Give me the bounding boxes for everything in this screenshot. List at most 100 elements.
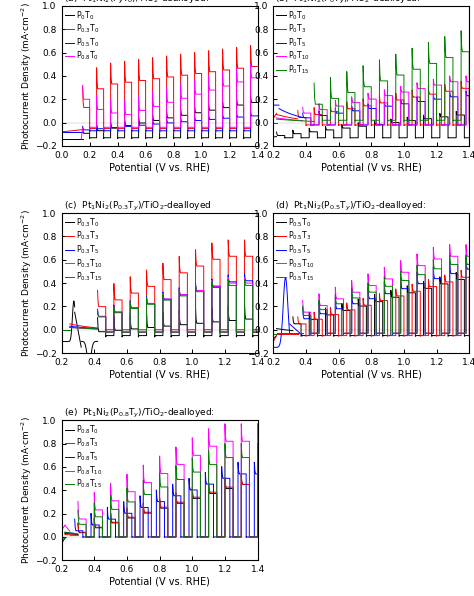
P$_{0.3}$T$_0$: [70, 306, 76, 313]
P$_0$T$_5$: [272, 101, 277, 108]
P$_{0.8}$T$_5$: [58, 538, 64, 545]
X-axis label: Potential (V vs. RHE): Potential (V vs. RHE): [321, 370, 422, 380]
P$_{0.3}$T$_0$: [60, 128, 66, 135]
P$_{0.8}$T$_0$: [58, 541, 64, 548]
P$_{0.5}$T$_{15}$: [271, 331, 276, 338]
P$_{0.5}$T$_5$: [273, 344, 279, 351]
P$_{0.8}$T$_0$: [57, 542, 63, 549]
P$_{0.5}$T$_5$: [266, 344, 272, 351]
P$_{0.3}$T$_0$: [62, 338, 68, 345]
P$_0$T$_3$: [269, 117, 274, 125]
P$_{0.8}$T$_5$: [61, 535, 67, 542]
P$_0$T$_0$: [271, 134, 276, 141]
P$_{0.5}$T$_{10}$: [273, 331, 279, 338]
P$_0$T$_{15}$: [267, 119, 273, 126]
P$_{0.5}$T$_5$: [280, 303, 286, 311]
P$_{0.8}$T$_{15}$: [57, 540, 63, 547]
P$_{0.5}$T$_5$: [272, 344, 278, 351]
P$_0$T$_0$: [69, 135, 75, 142]
P$_{0.5}$T$_0$: [74, 128, 80, 135]
P$_0$T$_5$: [267, 120, 273, 128]
P$_{0.3}$T$_0$: [79, 126, 84, 134]
P$_0$T$_0$: [267, 134, 273, 141]
P$_0$T$_5$: [266, 126, 272, 133]
P$_{0.8}$T$_5$: [56, 540, 62, 547]
P$_{0.3}$T$_{15}$: [59, 326, 65, 333]
P$_{0.3}$T$_{10}$: [61, 326, 66, 333]
P$_{0.3}$T$_{15}$: [56, 326, 62, 333]
P$_{0.8}$T$_0$: [61, 536, 67, 543]
Text: (d)  Pt$_1$Ni$_2$(P$_{0.5}$T$_y$)/TiO$_2$-dealloyed:: (d) Pt$_1$Ni$_2$(P$_{0.5}$T$_y$)/TiO$_2$…: [275, 200, 426, 213]
P$_{0.5}$T$_3$: [266, 346, 272, 353]
P$_{0.5}$T$_0$: [69, 128, 75, 135]
P$_{0.5}$T$_0$: [62, 128, 67, 135]
P$_0$T$_0$: [70, 135, 76, 142]
P$_{0.8}$T$_0$: [54, 546, 60, 553]
P$_0$T$_0$: [65, 135, 71, 142]
P$_{0.5}$T$_0$: [270, 336, 276, 343]
P$_{0.5}$T$_5$: [282, 282, 287, 289]
P$_0$T$_0$: [64, 135, 70, 142]
P$_{0.3}$T$_{15}$: [65, 326, 71, 333]
P$_{0.3}$T$_0$: [72, 127, 78, 134]
P$_{0.5}$T$_0$: [79, 128, 85, 135]
P$_{0.5}$T$_3$: [267, 344, 273, 352]
P$_{0.5}$T$_0$: [64, 128, 70, 135]
P$_0$T$_0$: [62, 135, 67, 142]
P$_0$T$_{15}$: [269, 119, 274, 126]
P$_{0.8}$T$_{15}$: [58, 539, 64, 547]
P$_{0.5}$T$_3$: [271, 337, 277, 344]
P$_{0.8}$T$_{10}$: [51, 538, 57, 545]
P$_{0.3}$T$_{15}$: [66, 326, 72, 333]
P$_{0.8}$T$_{15}$: [54, 544, 60, 551]
P$_0$T$_5$: [273, 101, 279, 108]
P$_{0.8}$T$_{15}$: [62, 535, 68, 542]
P$_0$T$_5$: [275, 101, 281, 108]
P$_{0.3}$T$_0$: [79, 126, 84, 134]
P$_0$T$_5$: [273, 101, 278, 108]
P$_{0.5}$T$_5$: [281, 288, 287, 295]
P$_{0.3}$T$_0$: [54, 338, 60, 345]
P$_{0.3}$T$_0$: [59, 128, 64, 135]
P$_{0.5}$T$_{10}$: [269, 331, 274, 338]
P$_0$T$_0$: [74, 135, 80, 142]
P$_{0.3}$T$_{10}$: [56, 326, 62, 333]
P$_{0.8}$T$_0$: [80, 125, 85, 132]
P$_0$T$_0$: [61, 135, 66, 142]
P$_{0.5}$T$_3$: [269, 340, 275, 347]
P$_0$T$_5$: [266, 127, 272, 134]
P$_0$T$_{10}$: [268, 119, 274, 126]
P$_{0.3}$T$_{10}$: [56, 326, 62, 333]
P$_{0.8}$T$_{15}$: [52, 547, 57, 554]
P$_{0.3}$T$_0$: [56, 338, 62, 345]
P$_{0.5}$T$_0$: [59, 128, 65, 135]
P$_{0.8}$T$_3$: [57, 544, 63, 551]
P$_{0.8}$T$_0$: [52, 550, 57, 557]
P$_{0.5}$T$_{10}$: [270, 331, 276, 338]
Legend: P$_{0.5}$T$_0$, P$_{0.5}$T$_3$, P$_{0.5}$T$_5$, P$_{0.5}$T$_{10}$, P$_{0.5}$T$_{: P$_{0.5}$T$_0$, P$_{0.5}$T$_3$, P$_{0.5}…: [275, 215, 315, 284]
P$_{0.3}$T$_5$: [62, 326, 67, 333]
P$_{0.5}$T$_{10}$: [272, 331, 278, 338]
P$_0$T$_{10}$: [267, 119, 273, 126]
P$_{0.8}$T$_5$: [60, 536, 65, 544]
P$_{0.5}$T$_0$: [70, 128, 75, 135]
P$_{0.8}$T$_{10}$: [60, 524, 66, 532]
P$_{0.3}$T$_0$: [65, 128, 71, 135]
P$_{0.8}$T$_5$: [55, 541, 61, 548]
P$_0$T$_{10}$: [273, 119, 279, 126]
P$_{0.3}$T$_3$: [58, 326, 64, 333]
P$_0$T$_5$: [269, 110, 275, 117]
Legend: P$_{0.3}$T$_0$, P$_{0.3}$T$_3$, P$_{0.3}$T$_5$, P$_{0.3}$T$_{10}$, P$_{0.3}$T$_{: P$_{0.3}$T$_0$, P$_{0.3}$T$_3$, P$_{0.3}…: [64, 215, 104, 284]
P$_0$T$_0$: [272, 134, 277, 141]
P$_{0.5}$T$_5$: [268, 344, 273, 351]
P$_{0.3}$T$_{15}$: [65, 326, 71, 333]
P$_{0.3}$T$_3$: [66, 326, 72, 333]
P$_{0.3}$T$_3$: [59, 326, 64, 333]
P$_{0.8}$T$_{15}$: [57, 541, 63, 548]
P$_{0.5}$T$_0$: [66, 128, 72, 135]
P$_{0.8}$T$_{10}$: [55, 533, 61, 540]
P$_{0.5}$T$_5$: [286, 324, 292, 331]
P$_0$T$_3$: [270, 116, 275, 123]
P$_{0.5}$T$_3$: [267, 344, 273, 351]
P$_{0.3}$T$_0$: [66, 338, 72, 345]
